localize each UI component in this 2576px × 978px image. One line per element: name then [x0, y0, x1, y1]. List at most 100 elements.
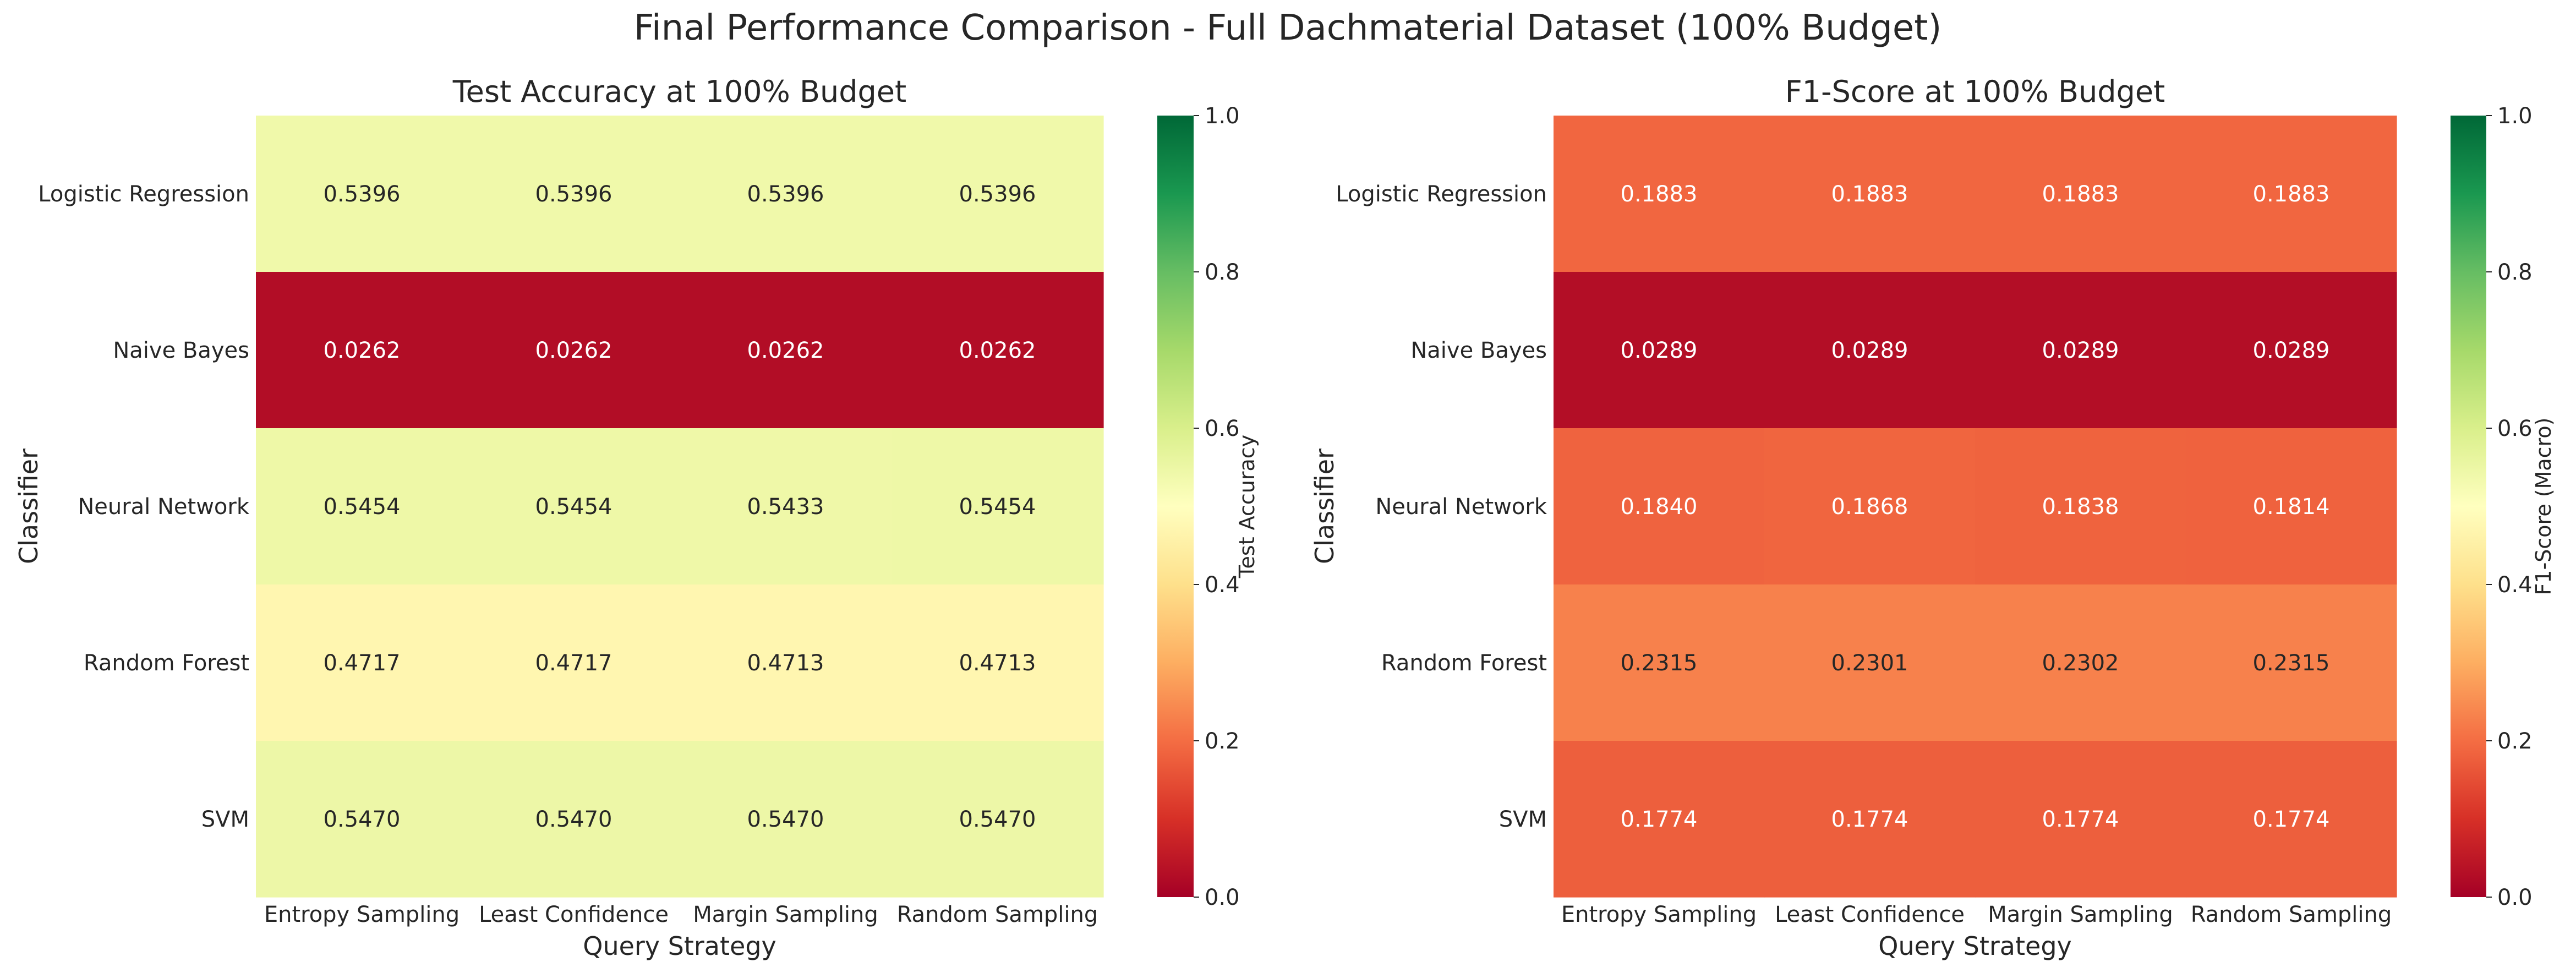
- heatmap-cell: [892, 116, 1104, 272]
- cell-value-label: 0.1883: [1831, 182, 1908, 207]
- heatmap-cell: [1554, 428, 1765, 585]
- cell-value-label: 0.1774: [1831, 807, 1908, 832]
- colorbar-tick-label: 0.4: [1205, 572, 1240, 598]
- heatmap-cell: [892, 428, 1104, 585]
- cell-value-label: 0.5470: [747, 807, 824, 832]
- heatmap-panel-f1: F1-Score at 100% Budget 0.1883 0.1883 0.188…: [1310, 74, 2556, 961]
- y-tick-label: SVM: [1499, 807, 1547, 832]
- heatmap-cell: [256, 584, 468, 741]
- heatmap-cell: [1554, 741, 1765, 898]
- heatmap-cell: [2186, 272, 2397, 429]
- x-tick-label: Random Sampling: [2191, 902, 2392, 927]
- cell-value-label: 0.5454: [324, 494, 401, 520]
- y-tick-label: Neural Network: [1375, 494, 1547, 520]
- colorbar-tick-label: 0.0: [1205, 885, 1240, 910]
- cell-value-label: 0.2315: [1621, 651, 1698, 676]
- cell-value-label: 0.0289: [1621, 338, 1698, 363]
- cell-value-label: 0.1883: [2253, 182, 2330, 207]
- cell-value-label: 0.5454: [535, 494, 612, 520]
- cell-value-label: 0.1883: [2042, 182, 2119, 207]
- y-tick-label: SVM: [201, 807, 249, 832]
- cell-value-label: 0.0262: [535, 338, 612, 363]
- heatmap-cell: [256, 116, 468, 272]
- heatmap-cell: [680, 741, 892, 898]
- cell-value-label: 0.2301: [1831, 651, 1908, 676]
- heatmap-cell: [2186, 428, 2397, 585]
- cell-value-label: 0.0289: [2042, 338, 2119, 363]
- cell-value-label: 0.2302: [2042, 651, 2119, 676]
- heatmap-cell: [892, 272, 1104, 429]
- y-axis-label: Classifier: [1310, 449, 1339, 564]
- heatmap-title: Test Accuracy at 100% Budget: [452, 74, 906, 109]
- colorbar-tick-label: 1.0: [2497, 103, 2533, 129]
- x-tick-label: Least Confidence: [479, 902, 669, 927]
- colorbar-tick-label: 0.8: [1205, 260, 1240, 285]
- cell-value-label: 0.0262: [959, 338, 1036, 363]
- y-tick-label: Random Forest: [84, 651, 249, 676]
- cell-value-label: 0.5470: [324, 807, 401, 832]
- colorbar-tick-label: 0.0: [2497, 885, 2533, 910]
- heatmap-cell: [1764, 272, 1976, 429]
- cell-value-label: 0.1868: [1831, 494, 1908, 520]
- y-tick-label: Naive Bayes: [1410, 338, 1547, 363]
- cell-value-label: 0.5454: [959, 494, 1036, 520]
- heatmap-cell: [256, 272, 468, 429]
- cell-value-label: 0.1838: [2042, 494, 2119, 520]
- heatmap-cell: [680, 584, 892, 741]
- heatmap-cell: [1764, 116, 1976, 272]
- x-tick-label: Entropy Sampling: [264, 902, 460, 927]
- colorbar-tick-label: 1.0: [1205, 103, 1240, 129]
- heatmap-cell: [256, 741, 468, 898]
- heatmap-cell: [1764, 741, 1976, 898]
- colorbar-tick-label: 0.2: [1205, 729, 1240, 754]
- heatmap-cell: [2186, 741, 2397, 898]
- x-axis-label: Query Strategy: [1878, 931, 2072, 961]
- heatmap-title: F1-Score at 100% Budget: [1785, 74, 2165, 109]
- cell-value-label: 0.5470: [535, 807, 612, 832]
- cell-value-label: 0.5396: [535, 182, 612, 207]
- x-axis-label: Query Strategy: [583, 931, 776, 961]
- heatmap-cell: [2186, 116, 2397, 272]
- y-tick-label: Random Forest: [1381, 651, 1547, 676]
- heatmap-cell: [1764, 584, 1976, 741]
- cell-value-label: 0.5396: [324, 182, 401, 207]
- heatmap-cell: [1554, 584, 1765, 741]
- colorbar-tick-label: 0.2: [2497, 729, 2533, 754]
- cell-value-label: 0.2315: [2253, 651, 2330, 676]
- colorbar: [2451, 116, 2486, 897]
- heatmap-cell: [1554, 272, 1765, 429]
- colorbar-tick-label: 0.4: [2497, 572, 2533, 598]
- heatmap-cell: [468, 116, 680, 272]
- colorbar-tick-label: 0.6: [2497, 416, 2533, 441]
- cell-value-label: 0.1814: [2253, 494, 2330, 520]
- y-tick-label: Logistic Regression: [38, 182, 249, 207]
- x-tick-label: Least Confidence: [1775, 902, 1965, 927]
- cell-value-label: 0.1883: [1621, 182, 1698, 207]
- x-tick-label: Random Sampling: [897, 902, 1098, 927]
- heatmap-cell: [468, 584, 680, 741]
- heatmap-cell: [1975, 428, 2186, 585]
- heatmap-cell: [256, 428, 468, 585]
- heatmap-cell: [680, 272, 892, 429]
- figure-suptitle: Final Performance Comparison - Full Dach…: [634, 8, 1942, 48]
- heatmap-cell: [2186, 584, 2397, 741]
- heatmap-panel-accuracy: Test Accuracy at 100% Budget 0.5396 0.5396…: [14, 74, 1259, 961]
- colorbar: [1157, 116, 1194, 897]
- cell-value-label: 0.0262: [324, 338, 401, 363]
- heatmap-cell: [468, 428, 680, 585]
- cell-value-label: 0.1774: [1621, 807, 1698, 832]
- colorbar-tick-label: 0.8: [2497, 260, 2533, 285]
- cell-value-label: 0.5396: [959, 182, 1036, 207]
- heatmap-cell: [892, 741, 1104, 898]
- cell-value-label: 0.5433: [747, 494, 824, 520]
- cell-value-label: 0.0289: [2253, 338, 2330, 363]
- heatmap-cell: [468, 741, 680, 898]
- heatmap-cell: [1975, 741, 2186, 898]
- x-tick-label: Entropy Sampling: [1561, 902, 1757, 927]
- cell-value-label: 0.4713: [959, 651, 1036, 676]
- cell-value-label: 0.4713: [747, 651, 824, 676]
- heatmap-cell: [680, 116, 892, 272]
- cell-value-label: 0.1840: [1621, 494, 1698, 520]
- x-tick-label: Margin Sampling: [1988, 902, 2173, 927]
